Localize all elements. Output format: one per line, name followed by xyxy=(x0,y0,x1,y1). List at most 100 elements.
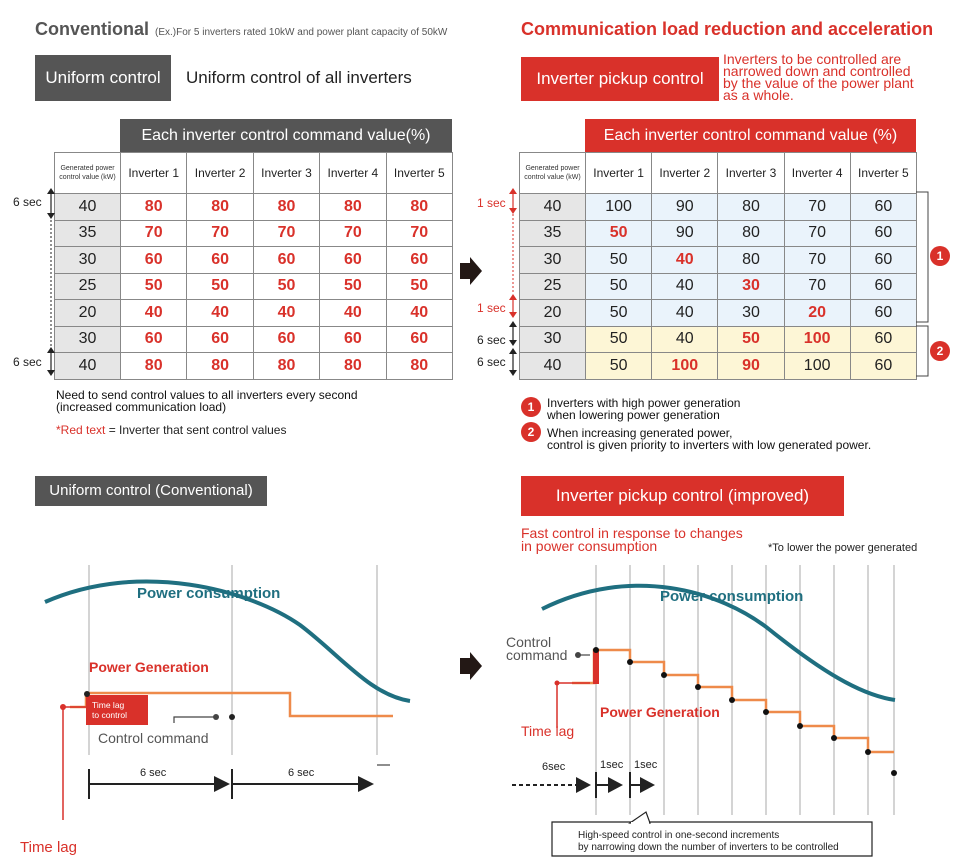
left-command-leader-dot xyxy=(213,714,219,720)
value-cell: 60 xyxy=(186,246,254,274)
right-power-consumption-label: Power consumption xyxy=(660,588,803,605)
left-arrowhead xyxy=(47,213,55,219)
column-header: Inverter 5 xyxy=(385,152,454,194)
left-control-command-label: Control command xyxy=(98,730,209,746)
left-arrowhead xyxy=(47,188,55,194)
value-cell: 50 xyxy=(186,272,254,300)
left-command-table: Generated power control value (kW) Invert… xyxy=(54,152,454,380)
right-time-lag-box xyxy=(593,650,599,684)
arrow-icon xyxy=(460,257,482,285)
marker-2: 2 xyxy=(930,341,950,361)
value-cell: 60 xyxy=(849,325,918,353)
conventional-title-text: Conventional xyxy=(35,19,150,39)
left-note-rest: = Inverter that sent control values xyxy=(105,423,287,437)
kw-cell: 25 xyxy=(54,272,121,300)
value-cell: 40 xyxy=(651,299,719,327)
value-cell: 40 xyxy=(651,325,719,353)
value-cell: 100 xyxy=(783,325,851,353)
command-dot xyxy=(865,749,871,755)
right-consumption-curve xyxy=(541,583,896,702)
kw-cell: 25 xyxy=(519,272,586,300)
kw-cell: 30 xyxy=(54,246,121,274)
table-row: 40 50 100 90 100 60 xyxy=(519,352,918,380)
left-red-text-note: *Red text = Inverter that sent control v… xyxy=(56,423,286,437)
table-row: 35 50 90 80 70 60 xyxy=(519,219,918,247)
fast-control-line1: Fast control in response to changes xyxy=(521,525,743,541)
value-cell: 80 xyxy=(717,219,785,247)
value-cell: 70 xyxy=(319,219,387,247)
value-cell: 90 xyxy=(717,352,785,380)
value-cell: 50 xyxy=(119,272,188,300)
left-command-leader xyxy=(173,716,215,723)
kw-cell: 30 xyxy=(519,246,586,274)
value-cell: 80 xyxy=(717,193,785,221)
callout-line1: High-speed control in one-second increme… xyxy=(578,830,779,841)
value-cell: 60 xyxy=(849,193,918,221)
value-cell: 70 xyxy=(252,219,321,247)
value-cell: 80 xyxy=(385,352,454,380)
table-row: 40 100 90 80 70 60 xyxy=(519,193,918,221)
pickup-desc-line2: narrowed down and controlled xyxy=(723,63,911,79)
value-cell: 60 xyxy=(252,325,321,353)
value-cell: 40 xyxy=(651,246,719,274)
right-command-table: Generated power control value (kW) Invert… xyxy=(519,152,918,380)
column-header: Inverter 2 xyxy=(651,152,719,194)
table-row: 40 80 80 80 80 80 xyxy=(54,352,454,380)
value-cell: 50 xyxy=(584,325,653,353)
table-row: 30 50 40 50 100 60 xyxy=(519,325,918,353)
value-cell: 40 xyxy=(319,299,387,327)
value-cell: 100 xyxy=(584,193,653,221)
right-power-generation-label: Power Generation xyxy=(600,704,720,720)
right-arrowhead xyxy=(509,208,517,214)
left-sec-top-label: 6 sec xyxy=(13,195,42,209)
right-sec1a-label: 1 sec xyxy=(477,196,506,210)
command-dot xyxy=(729,697,735,703)
legend-1-line1: Inverters with high power generation xyxy=(547,396,741,410)
command-dot xyxy=(695,684,701,690)
right-arrowhead xyxy=(509,321,517,327)
left-interval-arrows xyxy=(88,769,374,799)
right-sec1b-label: 1 sec xyxy=(477,301,506,315)
column-header: Inverter 1 xyxy=(119,152,188,194)
value-cell: 60 xyxy=(119,325,188,353)
left-power-consumption-label: Power consumption xyxy=(137,585,280,602)
transition-arrow-bottom xyxy=(460,652,482,680)
inverter-pickup-desc: Inverters to be controlled are narrowed … xyxy=(723,52,914,102)
uniform-control-desc: Uniform control of all inverters xyxy=(186,68,412,87)
left-note-line1: Need to send control values to all inver… xyxy=(56,388,358,402)
value-cell: 80 xyxy=(119,352,188,380)
callout-box xyxy=(551,821,873,857)
kw-cell: 40 xyxy=(54,352,121,380)
value-cell: 20 xyxy=(783,299,851,327)
value-cell: 30 xyxy=(717,272,785,300)
left-time-lag-box xyxy=(86,695,148,725)
left-time-lag-label: Time lag xyxy=(20,839,77,856)
value-cell: 60 xyxy=(849,272,918,300)
value-cell: 40 xyxy=(186,299,254,327)
left-timeline-diagram: Power consumption Power Generation Time … xyxy=(20,565,411,856)
left-command-dot xyxy=(229,714,235,720)
value-cell: 60 xyxy=(849,246,918,274)
kw-cell: 40 xyxy=(519,193,586,221)
right-brackets xyxy=(916,191,929,377)
marker-1: 1 xyxy=(930,246,950,266)
value-cell: 70 xyxy=(385,219,454,247)
value-cell: 80 xyxy=(186,352,254,380)
value-cell: 40 xyxy=(252,299,321,327)
value-cell: 60 xyxy=(252,246,321,274)
value-cell: 70 xyxy=(783,193,851,221)
value-cell: 40 xyxy=(119,299,188,327)
right-interval-1sec-b: 1sec xyxy=(634,759,658,771)
left-arrowhead xyxy=(47,347,55,353)
command-dot xyxy=(627,659,633,665)
value-cell: 60 xyxy=(186,325,254,353)
interval-arrowhead xyxy=(640,777,655,793)
interval-arrowhead xyxy=(358,776,374,792)
row-label-header: Generated power control value (kW) xyxy=(519,152,586,194)
pickup-desc-line3: by the value of the power plant xyxy=(723,75,914,91)
column-header: Inverter 3 xyxy=(252,152,321,194)
table-row: 20 40 40 40 40 40 xyxy=(54,299,454,327)
value-cell: 50 xyxy=(319,272,387,300)
value-cell: 100 xyxy=(651,352,719,380)
command-dot xyxy=(763,709,769,715)
